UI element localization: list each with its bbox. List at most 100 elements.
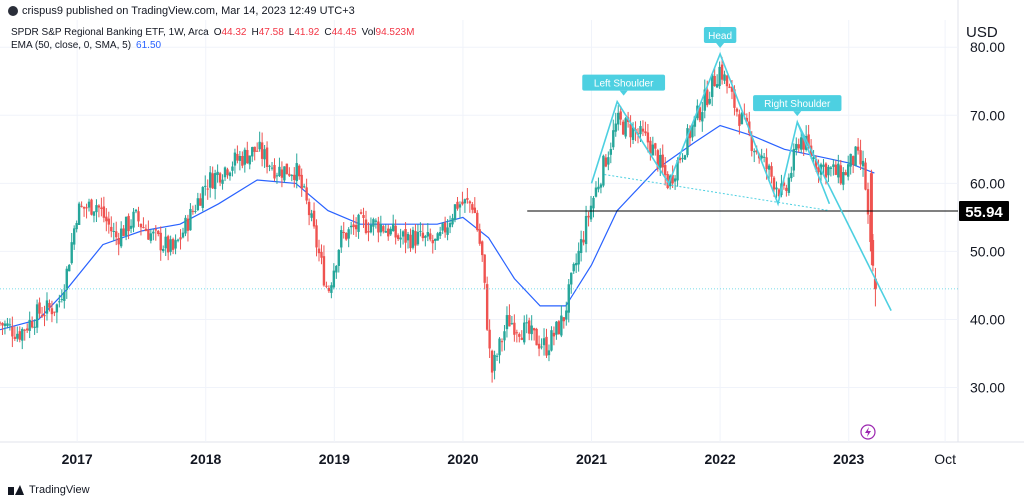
y-tick-label: 40.00: [970, 311, 1005, 327]
brand-name: TradingView: [29, 484, 90, 496]
candle-body: [335, 266, 338, 273]
candle-body: [50, 308, 54, 315]
candle-body: [280, 169, 284, 178]
candle-body: [817, 167, 820, 173]
candle-body: [110, 226, 113, 232]
candle-body: [112, 230, 115, 232]
candle-body: [221, 179, 224, 184]
candle-body: [777, 189, 781, 197]
annotation-bubble: [753, 95, 842, 112]
candle-body: [473, 207, 476, 214]
candle-body: [614, 123, 617, 132]
candle-body: [23, 329, 26, 331]
candle-body: [293, 174, 296, 180]
candle-body: [649, 140, 652, 154]
y-tick-label: 60.00: [970, 175, 1005, 191]
lightning-icon[interactable]: [860, 424, 876, 440]
candle-body: [248, 155, 251, 165]
candle-body: [651, 144, 655, 156]
candle-body: [681, 157, 684, 159]
annotation-pointer: [619, 90, 628, 96]
candle-body: [416, 231, 420, 245]
candle-body: [6, 323, 9, 326]
candle-body: [379, 224, 383, 233]
candle-body: [43, 315, 46, 317]
candle-body: [676, 160, 679, 181]
candle-body: [693, 116, 697, 127]
x-axis: 2017 2018 2019 2020 2021 2022 2023 Oct: [62, 451, 957, 467]
candle-body: [488, 329, 491, 349]
candle-body: [555, 321, 558, 335]
candle-body: [772, 177, 776, 190]
tradingview-logo-icon: [8, 485, 24, 495]
y-axis: 30.00 40.00 50.00 60.00 70.00 80.00: [970, 39, 1005, 395]
candle-body: [295, 163, 298, 182]
candle-body: [659, 154, 662, 168]
candle-body: [814, 158, 818, 170]
candle-body: [421, 232, 425, 239]
candle-body: [260, 142, 264, 159]
candle-body: [102, 206, 106, 218]
candle-body: [265, 147, 269, 167]
candle-body: [191, 210, 195, 212]
candle-body: [176, 239, 180, 241]
ema-value: 61.50: [136, 40, 162, 51]
candle-body: [493, 354, 496, 371]
candle-body: [75, 223, 78, 230]
candle-body: [337, 249, 340, 266]
y-tick-label: 70.00: [970, 107, 1005, 123]
candle-body: [436, 233, 439, 241]
candle-body: [241, 155, 244, 166]
candle-body: [359, 212, 363, 214]
candle-body: [664, 165, 667, 175]
candle-body: [466, 197, 469, 200]
open-value: 44.32: [221, 27, 247, 38]
candle-body: [859, 150, 862, 165]
symbol-legend[interactable]: SPDR S&P Regional Banking ETF, 1W, Arca …: [11, 27, 414, 38]
ema-legend[interactable]: EMA (50, close, 0, SMA, 5) 61.50: [11, 40, 161, 51]
candle-body: [85, 207, 88, 209]
x-tick-label: Oct: [934, 451, 956, 467]
candle-body: [162, 248, 165, 252]
candle-body: [288, 173, 291, 176]
candle-body: [419, 230, 422, 232]
grid-lines: [0, 0, 1024, 443]
candle-body: [302, 186, 306, 188]
candle-body: [28, 319, 31, 331]
candle-body: [409, 234, 412, 249]
x-tick-label: 2020: [447, 451, 478, 467]
candle-body: [208, 172, 212, 188]
candle-body: [100, 207, 103, 209]
candle-body: [117, 237, 120, 245]
candle-body: [812, 157, 815, 159]
x-tick-label: 2018: [190, 451, 221, 467]
candle-body: [399, 237, 402, 240]
candle-body: [723, 74, 726, 81]
candle-body: [715, 84, 719, 88]
x-tick-label: 2019: [319, 451, 350, 467]
candle-body: [0, 322, 2, 324]
candle-body: [107, 218, 111, 225]
candle-body: [322, 256, 326, 286]
candle-body: [471, 204, 474, 210]
candle-body: [743, 113, 746, 116]
candle-body: [307, 201, 311, 216]
candle-body: [38, 302, 41, 314]
candle-body: [550, 330, 553, 351]
candle-body: [617, 112, 620, 125]
candle-body: [597, 186, 600, 190]
candle-body: [147, 229, 150, 240]
candle-body: [196, 198, 200, 211]
candle-body: [290, 175, 294, 177]
candle-body: [137, 211, 140, 222]
candle-body: [164, 236, 167, 249]
candle-body: [169, 239, 172, 252]
support-price-badge: [959, 200, 1009, 221]
candle-body: [824, 163, 828, 178]
candle-body: [345, 232, 348, 240]
candle-body: [753, 151, 756, 153]
candle-body: [730, 86, 734, 92]
candle-body: [18, 331, 21, 340]
candle-body: [822, 164, 825, 167]
